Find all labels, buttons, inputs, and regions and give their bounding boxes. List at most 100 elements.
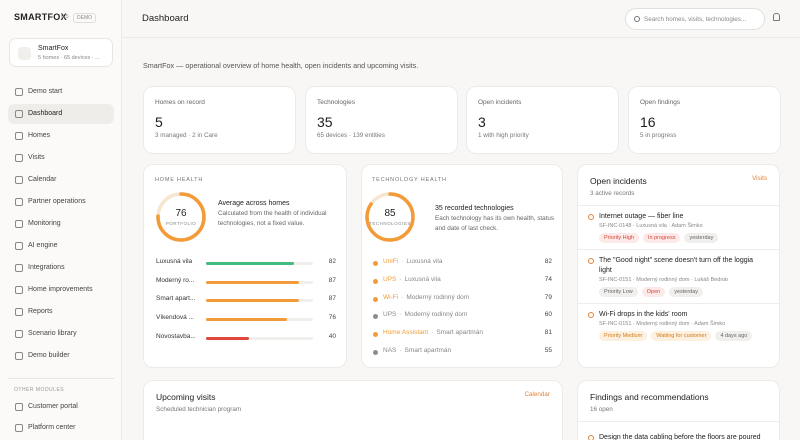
status-dot: [373, 278, 378, 284]
separator: ·: [399, 347, 402, 354]
technology-row: NAS · Smart apartmán 55: [372, 347, 552, 359]
nav-icon: [15, 110, 23, 118]
incident-icon: [588, 214, 594, 220]
health-row: Novostavba... 40: [156, 333, 336, 345]
nav-icon: [15, 198, 23, 206]
incident-meta: SF-INC-0151 · Moderný rodinný dom · Luká…: [599, 277, 729, 283]
home-name: Smart apartmán: [436, 329, 483, 337]
card-subtitle: 3 active records: [590, 190, 635, 197]
nav-item[interactable]: Calendar: [8, 170, 114, 190]
nav-label: Home improvements: [28, 286, 93, 293]
incident[interactable]: Wi-Fi drops in the kids' room SF-INC-0151…: [578, 303, 779, 347]
technology-label: UniFi · Luxusná vila: [383, 258, 445, 265]
nav-icon: [15, 88, 23, 96]
workspace-switcher[interactable]: SmartFox 5 homes · 65 devices · ...: [9, 38, 113, 67]
ring-progress: [365, 192, 415, 242]
nav-label: Customer portal: [28, 403, 78, 410]
topbar: Dashboard Search homes, visits, technolo…: [123, 0, 800, 38]
nav-item[interactable]: Homes: [8, 126, 114, 146]
incident[interactable]: The "Good night" scene doesn't turn off …: [578, 249, 779, 303]
nav-item[interactable]: Demo start: [8, 82, 114, 102]
health-row: Luxusná vila 82: [156, 258, 336, 270]
summary-text: Each technology has its own health, stat…: [435, 215, 555, 232]
notifications[interactable]: [773, 13, 780, 21]
nav-label: Platform center: [28, 424, 76, 431]
home-name: Moderný ro...: [156, 276, 195, 284]
status-dot: [373, 332, 378, 338]
nav-item[interactable]: Customer portal: [8, 397, 114, 417]
workspace-name: SmartFox: [38, 45, 69, 52]
nav-item[interactable]: Demo builder: [8, 346, 114, 366]
stat-label: Homes on record: [155, 99, 205, 106]
version: 0.5: [61, 14, 69, 20]
nav-item[interactable]: Dashboard: [8, 104, 114, 124]
incident-meta: SF-INC-0151 · Moderný rodinný dom · Adam…: [599, 321, 726, 327]
ring-value: 76: [175, 208, 187, 219]
technology-row: Wi-Fi · Moderný rodinný dom 79: [372, 294, 552, 306]
stat-value: 16: [640, 114, 656, 130]
nav-icon: [15, 176, 23, 184]
stat-card: Homes on record 5 3 managed · 2 in Care: [143, 86, 296, 154]
incidents-card: Open incidents Visits 3 active records Inte…: [577, 164, 780, 368]
summary-title: 35 recorded technologies: [435, 205, 514, 212]
nav-item[interactable]: Scenario library: [8, 324, 114, 344]
incident-title: The "Good night" scene doesn't turn off …: [599, 257, 754, 274]
health-value: 60: [544, 311, 552, 319]
bar-value: 87: [328, 295, 336, 303]
home-name: Luxusná vila: [404, 275, 441, 283]
tag: 4 days ago: [715, 331, 753, 341]
section-heading: OTHER MODULES: [14, 387, 65, 393]
technology-row: Home Assistant · Smart apartmán 81: [372, 329, 552, 341]
score-ring: [156, 192, 206, 242]
bar-track: [206, 336, 313, 340]
incident-icon: [588, 312, 594, 318]
nav-icon: [15, 154, 23, 162]
technology-label: Wi-Fi · Moderný rodinný dom: [383, 294, 472, 301]
incident-tags: Priority Low Open yesterday: [599, 287, 767, 297]
bar: [206, 262, 294, 265]
nav-label: Homes: [28, 132, 51, 139]
bar-value: 76: [328, 314, 336, 322]
divider: [8, 378, 114, 379]
stat-label: Technologies: [317, 99, 355, 106]
technology-name: UPS: [383, 275, 397, 283]
nav-icon: [15, 424, 23, 432]
home-name: Víkendová ...: [156, 314, 194, 322]
stat-note: 3 managed · 2 in Care: [155, 132, 218, 139]
tag: yesterday: [669, 287, 704, 297]
stat-label: Open incidents: [478, 99, 522, 106]
search-placeholder: Search homes, visits, technologies...: [644, 16, 747, 23]
stat-value: 5: [155, 114, 163, 130]
nav-item[interactable]: Monitoring: [8, 214, 114, 234]
bar-track: [206, 318, 313, 322]
finding[interactable]: Design the data cabling before the floor…: [578, 421, 779, 440]
nav-item[interactable]: Integrations: [8, 258, 114, 278]
nav-item[interactable]: Visits: [8, 148, 114, 168]
nav-item[interactable]: Partner operations: [8, 192, 114, 212]
bar-track: [206, 280, 313, 284]
card-link[interactable]: Visits: [752, 175, 767, 182]
incident[interactable]: Internet outage — fiber line SF-INC-0148 …: [578, 205, 779, 249]
health-value: 81: [544, 329, 552, 337]
health-row: Moderný ro... 87: [156, 277, 336, 289]
bar: [206, 336, 249, 340]
status-dot: [373, 314, 378, 320]
bar-value: 87: [328, 276, 336, 284]
tag: yesterday: [684, 233, 719, 243]
health-value: 55: [544, 347, 552, 354]
separator: ·: [431, 329, 434, 337]
nav-item[interactable]: AI engine: [8, 236, 114, 256]
search[interactable]: Search homes, visits, technologies...: [625, 8, 765, 30]
nav-item[interactable]: Home improvements: [8, 280, 114, 300]
nav-item[interactable]: Reports: [8, 302, 114, 322]
nav-item[interactable]: Platform center: [8, 418, 114, 438]
incident-meta: SF-INC-0148 · Luxusná vila · Adam Šimko: [599, 223, 703, 229]
technology-name: UniFi: [383, 258, 399, 265]
card-link[interactable]: Calendar: [524, 391, 550, 398]
home-name: Smart apartmán: [404, 347, 452, 354]
nav-icon: [15, 132, 23, 140]
nav-icon: [15, 352, 23, 360]
nav-label: Demo builder: [28, 352, 70, 359]
